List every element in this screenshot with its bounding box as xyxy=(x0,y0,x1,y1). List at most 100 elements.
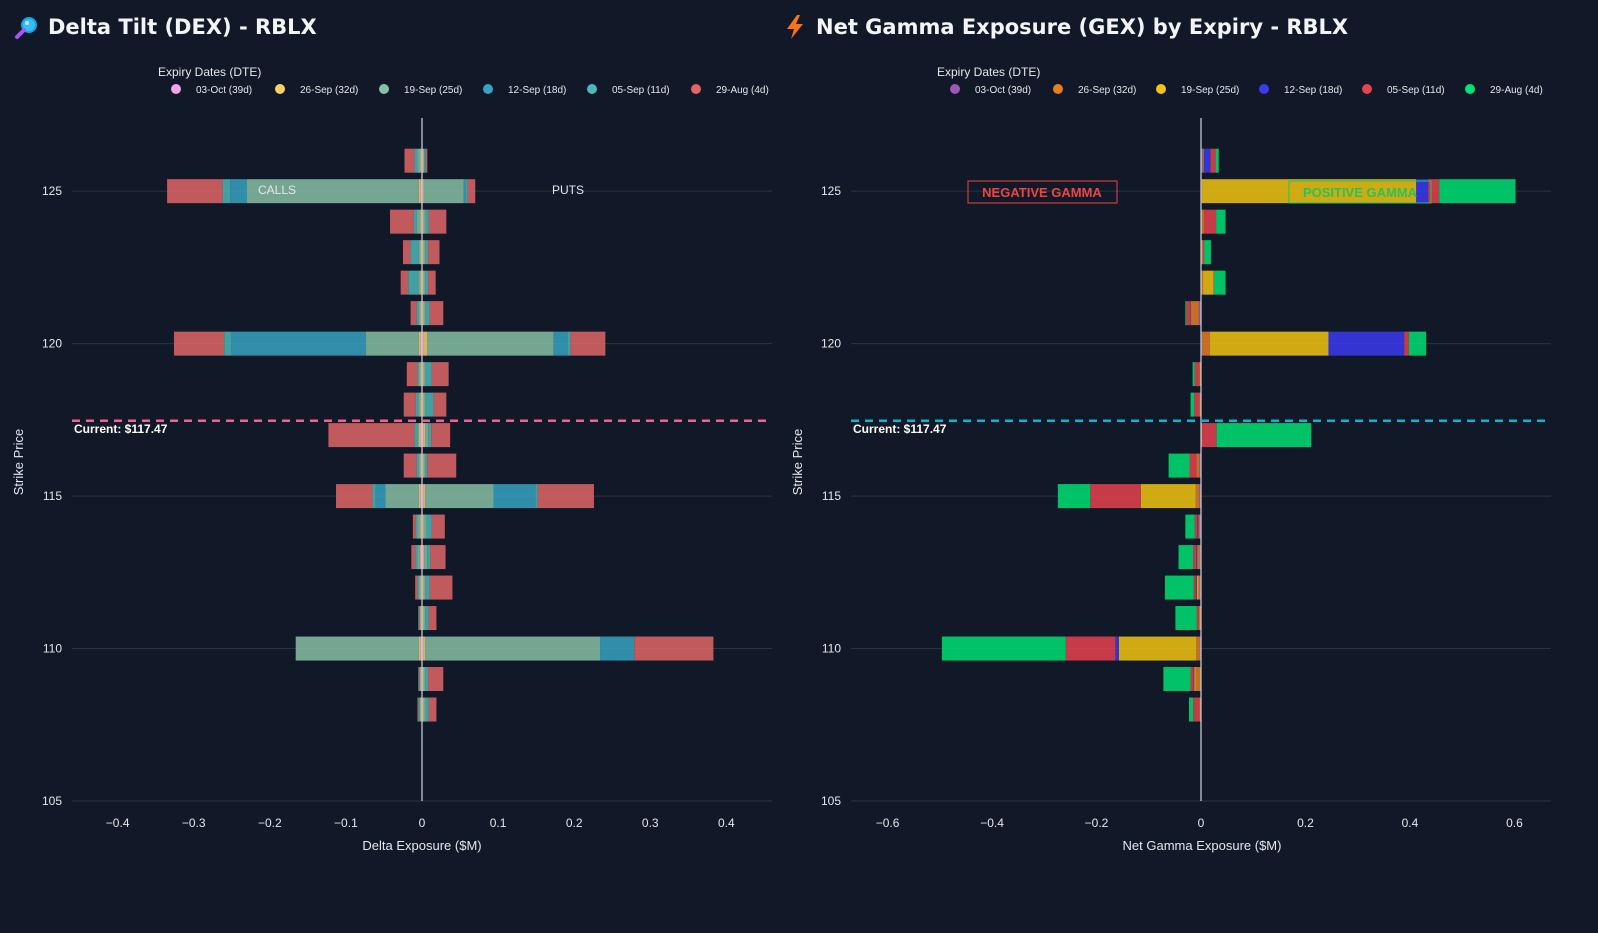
y-tick-label: 120 xyxy=(821,337,841,351)
legend-entry: 26-Sep (32d) xyxy=(300,85,358,96)
bar-segment xyxy=(222,179,231,204)
bar-segment xyxy=(418,301,421,326)
bar-segment xyxy=(1065,636,1116,661)
legend-entry: 03-Oct (39d) xyxy=(975,85,1031,96)
bar-segment xyxy=(1201,209,1202,234)
lightning-icon xyxy=(787,15,803,39)
bar-segment xyxy=(1214,270,1226,295)
bar-segment xyxy=(433,392,447,417)
bar-segment xyxy=(412,514,416,539)
bar-segment xyxy=(1204,240,1211,265)
bar-segment xyxy=(1199,575,1201,600)
bar-segment xyxy=(414,148,418,173)
bar-segment xyxy=(1194,362,1200,387)
bar-segment xyxy=(418,636,421,661)
bar-segment xyxy=(418,392,421,417)
bar-segment xyxy=(1178,545,1194,570)
bar-segment xyxy=(1200,362,1202,387)
bar-segment xyxy=(423,240,426,265)
y-tick-label: 105 xyxy=(821,794,841,808)
bar-segment xyxy=(1201,209,1204,234)
bar-segment xyxy=(423,636,426,661)
bar-segment xyxy=(418,606,420,631)
bar-segment xyxy=(418,606,419,631)
bar-segment xyxy=(1198,514,1200,539)
bar-segment xyxy=(425,484,494,509)
bar-segment xyxy=(420,362,422,387)
bar-segment xyxy=(422,148,424,173)
bar-segment xyxy=(1194,667,1196,692)
legend-entry: 05-Sep (11d) xyxy=(612,85,670,96)
legend-marker xyxy=(587,84,597,94)
x-tick-label: −0.3 xyxy=(182,816,206,830)
bar-segment xyxy=(1199,697,1201,722)
bar-segment xyxy=(1201,331,1203,356)
bar-segment xyxy=(463,179,466,204)
bar-segment xyxy=(634,636,714,661)
bar-segment xyxy=(420,545,422,570)
bar-segment xyxy=(418,362,421,387)
bar-segment xyxy=(425,636,601,661)
bar-segment xyxy=(419,667,421,692)
bar-segment xyxy=(1201,240,1202,265)
legend-marker xyxy=(483,84,493,94)
legend-marker xyxy=(1053,84,1063,94)
bar-segment xyxy=(1408,331,1427,356)
x-tick-label: 0.4 xyxy=(1402,816,1419,830)
bar-segment xyxy=(422,484,424,509)
bar-segment xyxy=(411,545,416,570)
bar-segment xyxy=(1189,453,1197,478)
dex-title-row: Delta Tilt (DEX) - RBLX xyxy=(14,14,317,40)
bar-segment xyxy=(422,301,424,326)
bar-segment xyxy=(419,545,421,570)
bar-segment xyxy=(423,606,426,631)
bar-segment xyxy=(423,392,426,417)
bar-segment xyxy=(1195,667,1201,692)
bar-segment xyxy=(423,667,426,692)
dex-x-axis-title: Delta Exposure ($M) xyxy=(362,838,481,853)
bar-segment xyxy=(375,484,386,509)
bar-segment xyxy=(465,179,468,204)
bar-segment xyxy=(423,301,426,326)
bar-segment xyxy=(1199,362,1201,387)
bar-segment xyxy=(418,697,420,722)
bar-segment xyxy=(420,301,422,326)
bar-segment xyxy=(1199,453,1201,478)
bar-segment xyxy=(425,453,428,478)
bar-segment xyxy=(1190,392,1195,417)
bar-segment xyxy=(417,575,419,600)
bar-segment xyxy=(231,331,366,356)
bar-segment xyxy=(1115,636,1119,661)
bar-segment xyxy=(416,301,419,326)
y-tick-label: 105 xyxy=(42,794,62,808)
bar-segment xyxy=(415,575,418,600)
bar-segment xyxy=(420,179,422,204)
bar-segment xyxy=(1201,423,1202,448)
bar-segment xyxy=(420,453,422,478)
legend-entry: 19-Sep (25d) xyxy=(404,85,462,96)
bar-segment xyxy=(600,636,635,661)
bar-segment xyxy=(1192,362,1195,387)
bar-segment xyxy=(1201,270,1202,295)
bar-segment xyxy=(941,636,1066,661)
negative-gamma-label: NEGATIVE GAMMA xyxy=(982,185,1102,200)
bar-segment xyxy=(1175,606,1197,631)
bar-segment xyxy=(422,545,424,570)
bar-segment xyxy=(1428,179,1440,204)
bar-segment xyxy=(427,453,457,478)
bar-segment xyxy=(415,392,419,417)
bar-segment xyxy=(422,209,424,234)
bar-segment xyxy=(418,423,421,448)
bar-segment xyxy=(415,514,418,539)
bar-segment xyxy=(1201,179,1202,204)
positive-gamma-box: POSITIVE GAMMA xyxy=(1288,180,1432,204)
bar-segment xyxy=(1203,270,1214,295)
bar-segment xyxy=(423,514,427,539)
bar-segment xyxy=(420,606,422,631)
bar-segment xyxy=(420,270,422,295)
bar-segment xyxy=(1201,179,1203,204)
legend-title: Expiry Dates (DTE) xyxy=(158,65,261,79)
bar-segment xyxy=(493,484,536,509)
x-tick-label: 0 xyxy=(419,816,426,830)
x-tick-label: 0.2 xyxy=(1297,816,1314,830)
